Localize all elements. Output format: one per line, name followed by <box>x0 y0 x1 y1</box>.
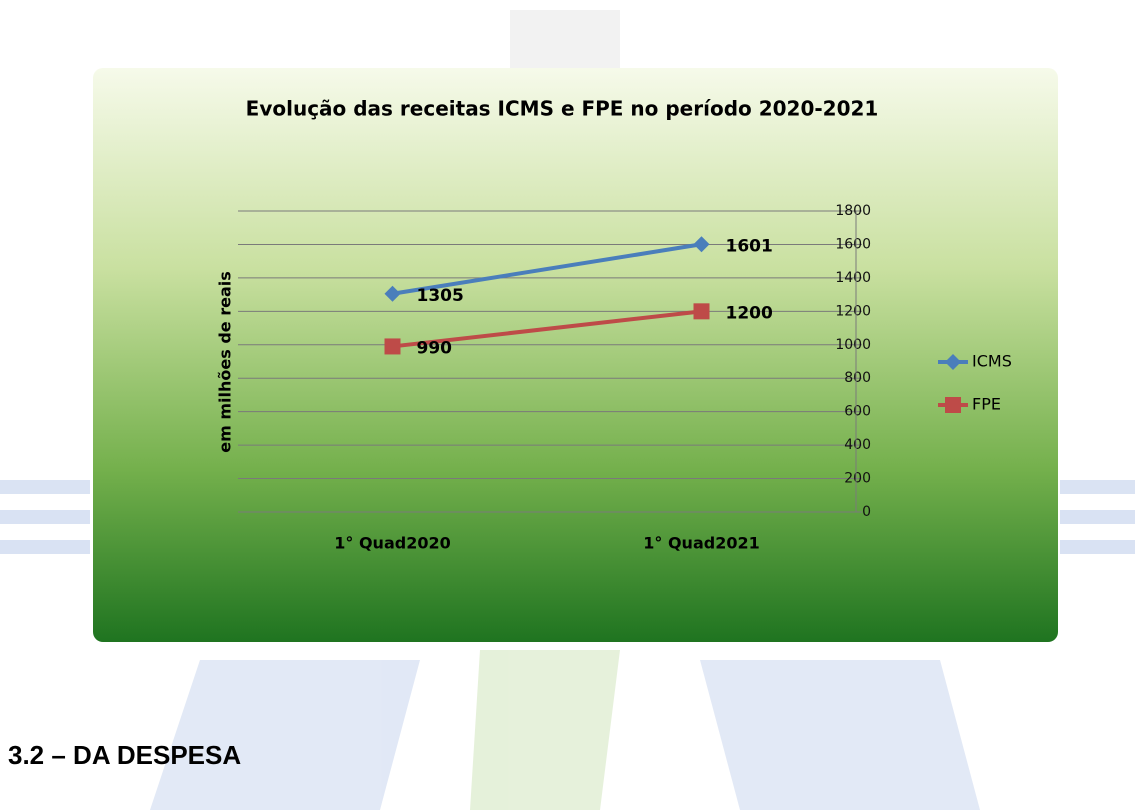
chart-panel <box>93 68 1058 642</box>
marker <box>384 285 401 302</box>
data-label: 1305 <box>417 286 464 306</box>
watermark <box>0 10 1135 810</box>
y-tick-label: 1000 <box>835 337 871 353</box>
y-tick-label: 0 <box>862 504 871 520</box>
y-tick-label: 200 <box>844 471 871 487</box>
marker <box>384 338 401 355</box>
legend-marker <box>945 354 961 370</box>
chart-title: Evolução das receitas ICMS e FPE no perí… <box>246 97 879 121</box>
series-line <box>392 242 702 296</box>
y-tick-label: 1800 <box>835 203 871 219</box>
data-label: 1601 <box>726 236 773 256</box>
y-tick-label: 1200 <box>835 303 871 319</box>
legend-label: ICMS <box>972 352 1012 371</box>
section-heading: 3.2 – DA DESPESA <box>8 740 241 770</box>
x-tick-label: 1° Quad2021 <box>643 534 759 553</box>
data-label: 990 <box>417 338 453 358</box>
plot: 0 200 400 600 800 1000 1200 1400 1600 1800 1° Quad… <box>238 203 1012 553</box>
series-line <box>392 309 702 349</box>
x-tick-label: 1° Quad2020 <box>334 534 450 553</box>
y-tick-label: 600 <box>844 404 871 420</box>
y-tick-label: 1600 <box>835 236 871 252</box>
legend-label: FPE <box>972 395 1001 414</box>
y-axis-label: em milhões de reais <box>216 271 235 452</box>
legend-marker <box>945 397 961 413</box>
data-label: 1200 <box>726 303 773 323</box>
y-tick-label: 1400 <box>835 270 871 286</box>
marker <box>693 303 710 320</box>
y-tick-label: 400 <box>844 437 871 453</box>
y-tick-label: 800 <box>844 370 871 386</box>
marker <box>693 236 710 253</box>
